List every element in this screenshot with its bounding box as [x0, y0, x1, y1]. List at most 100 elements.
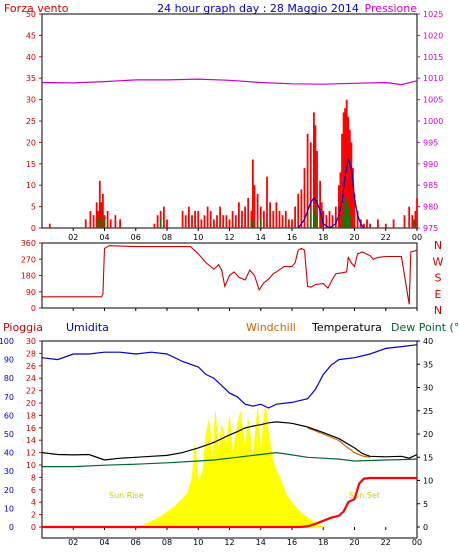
climate-x-tick-label: 14 — [256, 538, 266, 547]
wind-gust-bar — [331, 215, 334, 228]
wind-gust-bar — [416, 198, 418, 228]
wind-gust-bar — [342, 112, 345, 228]
wind-direction-bar — [309, 210, 312, 228]
rain-y-tick-label: 4 — [31, 498, 36, 507]
humidity-y-tick-label: 60 — [4, 411, 14, 420]
wind-gust-bar — [203, 215, 206, 228]
wind-direction-bar — [100, 215, 103, 228]
wind-gust-bar — [191, 215, 193, 228]
wind-gust-bar — [356, 210, 359, 228]
rain-y-tick-label: 24 — [26, 374, 36, 383]
wind-y-tick-label: 25 — [26, 117, 36, 126]
rain-y-tick-label: 10 — [26, 461, 36, 470]
wind-gust-bar — [106, 210, 109, 228]
wind-gust-bar — [288, 219, 290, 228]
rain-y-tick-label: 28 — [26, 349, 36, 358]
wind-gust-bar — [48, 223, 51, 228]
pressure-line — [41, 78, 418, 86]
humidity-y-tick-label: 0 — [9, 523, 14, 532]
climate-x-tick-label: 06 — [131, 538, 141, 547]
direction-y-tick-label: 0 — [31, 304, 36, 313]
rain-y-tick-label: 0 — [31, 523, 36, 532]
wind-direction-bar — [413, 219, 415, 228]
humidity-y-tick-label: 40 — [4, 449, 14, 458]
wind-direction-bar — [252, 219, 254, 228]
wind-gust-bar — [328, 210, 331, 228]
temperature-y-tick-label: 20 — [423, 430, 433, 439]
dewpoint-label: Dew Point (°C — [391, 321, 459, 334]
pressure-y-tick-label: 1020 — [423, 31, 443, 40]
wind-gust-bar — [114, 215, 117, 228]
pressure-y-tick-label: 995 — [423, 138, 438, 147]
wind-gust-bar — [163, 206, 165, 228]
wind-gust-bar — [194, 210, 196, 228]
wind-gust-bar — [363, 223, 365, 228]
wind-gust-bar — [300, 189, 303, 228]
direction-y-tick-label: 90 — [26, 288, 36, 297]
rain-y-tick-label: 6 — [31, 486, 36, 495]
wind-x-tick-label: 08 — [162, 233, 172, 242]
rain-y-tick-label: 26 — [26, 362, 36, 371]
windchill-label: Windchill — [246, 321, 296, 334]
compass-direction-label: N — [434, 304, 442, 317]
pressure-y-tick-label: 1010 — [423, 74, 443, 83]
humidity-line — [41, 344, 418, 409]
wind-gust-bar — [352, 168, 354, 228]
humidity-y-tick-label: 50 — [4, 430, 14, 439]
wind-force-label: Forza vento — [4, 2, 69, 15]
wind-gust-bar — [347, 116, 350, 228]
wind-y-tick-label: 45 — [26, 31, 36, 40]
wind-gust-bar — [238, 202, 240, 228]
humidity-y-tick-label: 70 — [4, 393, 14, 402]
humidity-y-tick-label: 90 — [4, 356, 14, 365]
climate-chart-layer: 0102030405060708090100024681012141618202… — [0, 337, 433, 547]
wind-gust-bar — [109, 219, 112, 228]
wind-gust-bar — [84, 219, 87, 228]
direction-y-tick-label: 270 — [21, 255, 36, 264]
wind-gust-bar — [231, 210, 234, 228]
climate-x-tick-label: 16 — [287, 538, 297, 547]
wind-gust-bar — [392, 219, 395, 228]
wind-gust-bar — [219, 206, 221, 228]
temperature-y-tick-label: 25 — [423, 407, 433, 416]
wind-gust-bar — [213, 219, 215, 228]
wind-gust-bar — [414, 210, 417, 228]
wind-direction-bar — [103, 219, 106, 228]
climate-x-tick-label: 02 — [68, 538, 78, 547]
wind-gust-bar — [338, 185, 340, 228]
wind-panel-frame — [41, 13, 418, 229]
wind-gust-bar — [309, 142, 312, 228]
wind-x-tick-label: 10 — [193, 233, 203, 242]
climate-x-tick-label: 12 — [224, 538, 234, 547]
temperature-y-tick-label: 40 — [423, 337, 433, 346]
wind-x-tick-label: 02 — [68, 233, 78, 242]
wind-gust-bar — [225, 215, 228, 228]
wind-direction-bar — [316, 215, 318, 228]
wind-gust-bar — [98, 180, 101, 228]
wind-gust-bar — [284, 210, 287, 228]
wind-gust-bar — [306, 133, 309, 228]
humidity-y-tick-label: 30 — [4, 467, 14, 476]
direction-y-tick-label: 360 — [21, 239, 36, 248]
rain-y-tick-label: 30 — [26, 337, 36, 346]
temperature-y-tick-label: 30 — [423, 384, 433, 393]
humidity-y-tick-label: 20 — [4, 486, 14, 495]
pressure-y-tick-label: 975 — [423, 224, 438, 233]
wind-gust-bar — [339, 172, 342, 228]
wind-direction-bar — [344, 202, 346, 228]
climate-x-tick-label: 10 — [193, 538, 203, 547]
climate-x-tick-label: 00 — [412, 538, 422, 547]
sun-set-annotation: Sun Set — [349, 491, 380, 500]
wind-y-tick-label: 30 — [26, 96, 36, 105]
wind-gust-bar — [314, 125, 317, 228]
wind-y-tick-label: 15 — [26, 160, 36, 169]
wind-y-tick-label: 5 — [31, 203, 36, 212]
pressure-y-tick-label: 990 — [423, 160, 438, 169]
wind-direction-bar — [97, 219, 100, 228]
wind-gust-bar — [345, 99, 348, 228]
temperature-line — [41, 421, 418, 461]
wind-y-tick-label: 35 — [26, 74, 36, 83]
wind-gust-bar — [181, 210, 184, 228]
